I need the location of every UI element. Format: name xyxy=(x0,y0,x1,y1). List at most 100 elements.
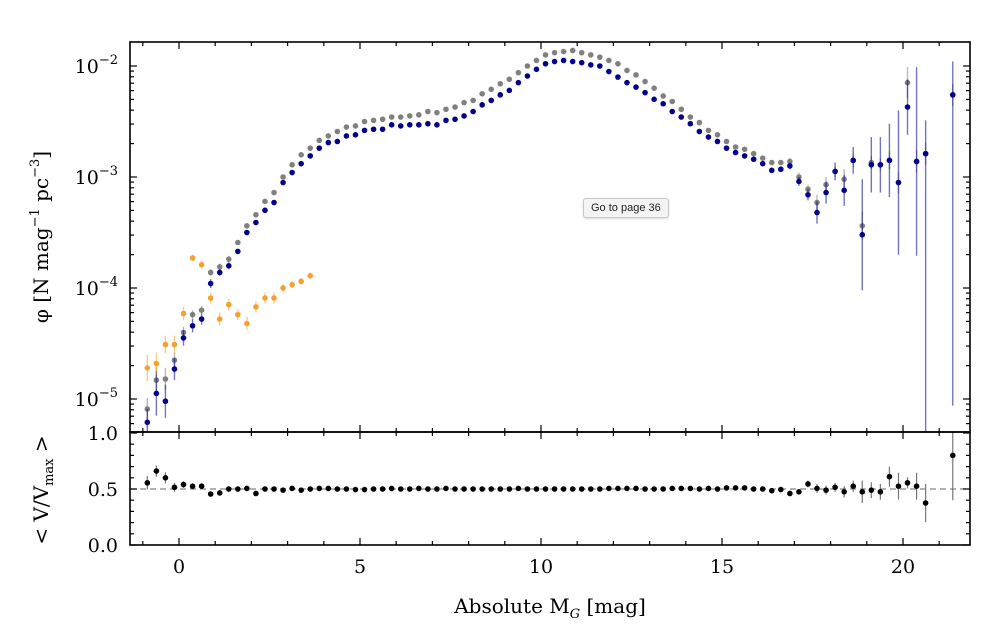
data-point xyxy=(850,483,857,490)
data-point xyxy=(823,487,829,493)
data-point xyxy=(913,483,920,490)
data-point xyxy=(325,139,332,146)
y-tick-label: 1.0 xyxy=(88,423,118,445)
data-point xyxy=(768,487,775,494)
data-point xyxy=(569,58,576,65)
data-point xyxy=(307,486,314,492)
data-point xyxy=(506,486,513,492)
data-point xyxy=(244,485,250,492)
data-point xyxy=(805,481,811,487)
data-point xyxy=(162,398,169,405)
data-point xyxy=(461,99,467,106)
data-point xyxy=(144,419,151,426)
data-point xyxy=(705,134,712,140)
x-tick-label: 0 xyxy=(173,556,185,578)
data-point xyxy=(271,199,277,206)
data-point xyxy=(796,489,802,495)
data-point xyxy=(289,485,295,492)
data-point xyxy=(488,86,495,93)
data-point xyxy=(741,485,748,491)
data-point xyxy=(551,58,558,65)
data-point xyxy=(334,128,341,135)
data-point xyxy=(741,146,748,153)
data-point xyxy=(922,150,929,157)
data-point xyxy=(497,80,504,87)
data-point xyxy=(597,486,603,492)
data-point xyxy=(216,264,223,270)
data-point xyxy=(814,209,820,216)
data-point xyxy=(551,486,558,492)
data-point xyxy=(189,483,196,490)
data-point xyxy=(379,126,386,133)
top-y-axis-label: φ [N mag−1 pc−3] xyxy=(28,151,53,323)
data-point xyxy=(714,138,721,145)
data-point xyxy=(732,144,739,150)
data-point xyxy=(207,295,214,301)
data-point xyxy=(642,89,648,96)
data-point xyxy=(859,489,866,495)
data-point xyxy=(904,480,911,486)
data-point xyxy=(207,280,214,287)
data-point xyxy=(425,486,431,492)
data-point xyxy=(153,360,160,367)
y-tick-label: 10−3 xyxy=(75,164,118,189)
data-point xyxy=(578,49,585,56)
data-point xyxy=(615,60,621,67)
data-point xyxy=(569,486,576,492)
data-point xyxy=(425,108,431,115)
data-point xyxy=(615,74,621,80)
data-point xyxy=(669,108,676,115)
data-point xyxy=(886,473,893,480)
data-point xyxy=(850,157,857,164)
bottom-y-axis-label: < V/Vmax > xyxy=(29,435,57,544)
data-point xyxy=(189,311,196,318)
data-point xyxy=(262,198,268,205)
data-point xyxy=(606,68,612,75)
data-point xyxy=(606,485,612,492)
data-point xyxy=(379,116,386,123)
data-point xyxy=(922,500,929,506)
data-point xyxy=(560,486,567,492)
data-point xyxy=(289,161,295,168)
data-point xyxy=(235,311,241,318)
data-point xyxy=(325,485,332,492)
data-point xyxy=(153,468,160,474)
data-point xyxy=(352,132,359,138)
data-point xyxy=(452,486,458,492)
data-point xyxy=(343,486,350,492)
data-point xyxy=(832,484,838,491)
data-point xyxy=(778,159,784,166)
data-point xyxy=(262,295,268,301)
data-point xyxy=(524,63,531,69)
data-point xyxy=(578,59,585,66)
data-point xyxy=(189,322,196,329)
data-point xyxy=(280,179,286,186)
data-point xyxy=(488,486,495,492)
data-point xyxy=(524,486,531,492)
data-point xyxy=(406,113,413,119)
data-point xyxy=(768,159,775,166)
data-point xyxy=(859,231,866,238)
data-point xyxy=(732,485,739,491)
data-point xyxy=(696,128,703,135)
data-point xyxy=(696,486,703,492)
data-point xyxy=(434,486,440,492)
data-point xyxy=(750,486,757,492)
data-point xyxy=(352,123,359,129)
data-point xyxy=(606,57,612,64)
data-point xyxy=(542,486,549,492)
data-point xyxy=(352,486,359,493)
go-to-page-tooltip[interactable]: Go to page 36 xyxy=(583,198,669,218)
data-point xyxy=(678,106,685,113)
data-point xyxy=(153,390,160,397)
data-point xyxy=(868,487,875,493)
data-point xyxy=(397,114,404,120)
data-point xyxy=(886,157,893,164)
data-point xyxy=(470,486,476,492)
data-point xyxy=(587,62,594,68)
data-point xyxy=(687,114,694,120)
data-point xyxy=(651,486,657,492)
data-point xyxy=(180,335,187,341)
data-point xyxy=(651,96,657,103)
data-point xyxy=(307,145,314,151)
